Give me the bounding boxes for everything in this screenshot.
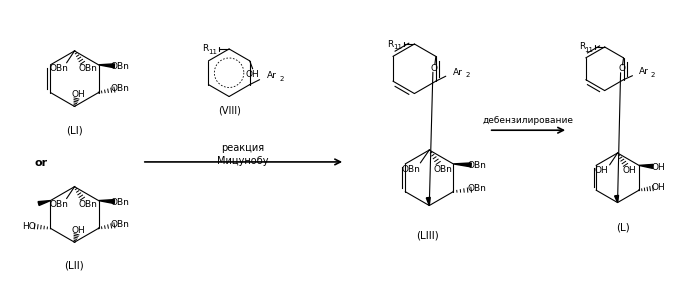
Text: OH: OH: [72, 226, 85, 235]
Text: 11: 11: [208, 49, 217, 55]
Text: or: or: [34, 158, 47, 168]
Text: O: O: [431, 64, 438, 73]
Text: OH: OH: [652, 163, 666, 172]
Polygon shape: [615, 195, 618, 203]
Text: 11: 11: [584, 47, 593, 53]
Text: 2: 2: [650, 72, 655, 78]
Text: OH: OH: [623, 166, 637, 175]
Text: OBn: OBn: [111, 62, 130, 71]
Text: 2: 2: [279, 76, 283, 82]
Text: Мицунобу: Мицунобу: [217, 156, 269, 166]
Text: O: O: [618, 64, 625, 73]
Text: OH: OH: [72, 90, 85, 99]
Text: OBn: OBn: [79, 64, 98, 73]
Text: Ar: Ar: [453, 68, 463, 77]
Text: OH: OH: [652, 183, 666, 192]
Polygon shape: [453, 163, 471, 167]
Text: дебензилирование: дебензилирование: [483, 116, 574, 125]
Polygon shape: [98, 64, 114, 68]
Polygon shape: [38, 201, 50, 205]
Text: реакция: реакция: [221, 143, 265, 153]
Text: Ar: Ar: [267, 71, 276, 80]
Polygon shape: [426, 197, 430, 205]
Text: OH: OH: [595, 166, 609, 175]
Text: OBn: OBn: [402, 165, 421, 174]
Text: OBn: OBn: [49, 200, 68, 209]
Text: OBn: OBn: [111, 220, 130, 229]
Text: (L): (L): [616, 222, 630, 232]
Polygon shape: [639, 164, 653, 168]
Text: (LII): (LII): [65, 261, 84, 271]
Text: OH: OH: [246, 70, 260, 79]
Text: (LIII): (LIII): [416, 230, 438, 240]
Text: (VIII): (VIII): [218, 105, 241, 116]
Text: (LI): (LI): [66, 125, 83, 135]
Polygon shape: [98, 200, 114, 204]
Text: 11: 11: [393, 44, 402, 50]
Text: 2: 2: [466, 72, 470, 78]
Text: OBn: OBn: [111, 198, 130, 207]
Text: HO: HO: [22, 222, 36, 231]
Text: OBn: OBn: [111, 84, 130, 93]
Text: OBn: OBn: [79, 200, 98, 209]
Text: R: R: [202, 44, 209, 54]
Text: OBn: OBn: [468, 184, 487, 193]
Text: R: R: [387, 39, 394, 48]
Text: Ar: Ar: [639, 67, 648, 76]
Text: R: R: [579, 43, 585, 51]
Text: OBn: OBn: [468, 161, 487, 170]
Text: OBn: OBn: [49, 64, 68, 73]
Text: OBn: OBn: [433, 165, 452, 174]
